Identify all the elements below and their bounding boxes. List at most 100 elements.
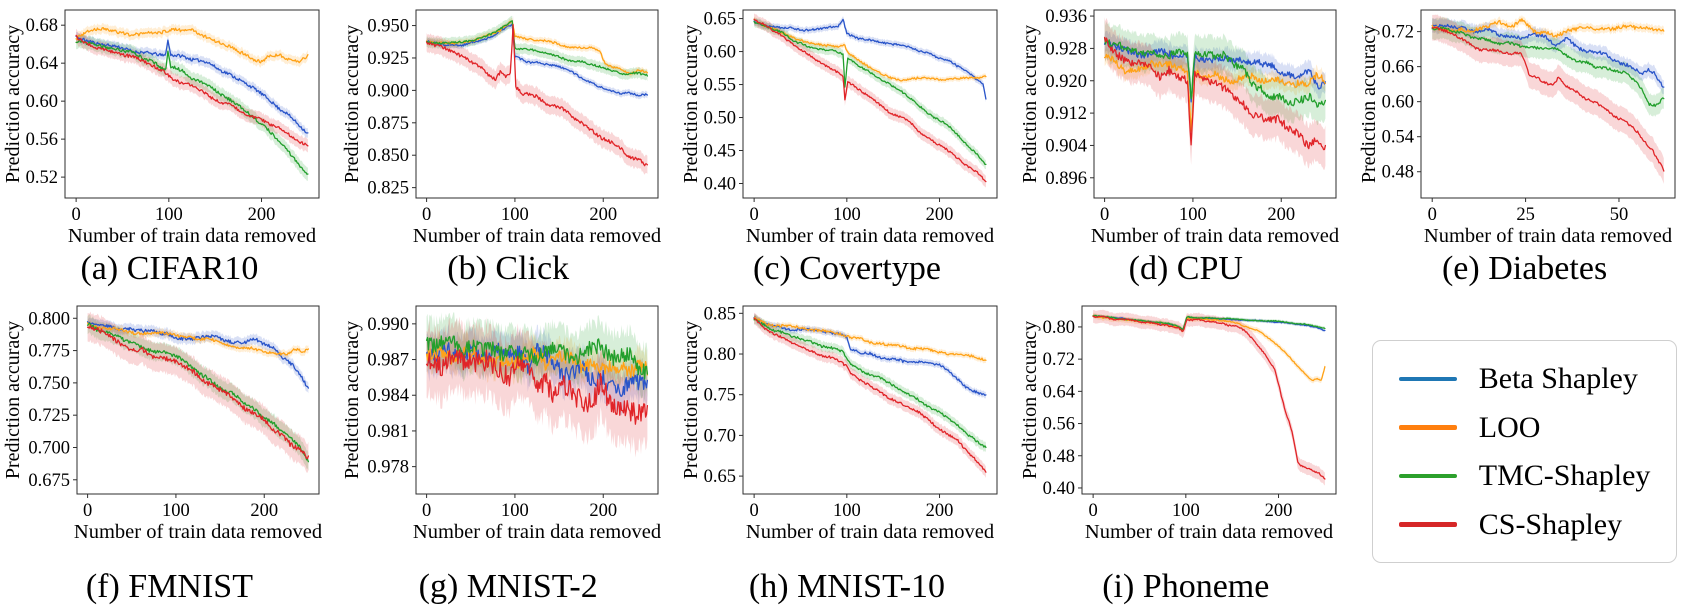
x-axis-label: Number of train data removed bbox=[413, 225, 661, 247]
tmc-shapley-line-swatch bbox=[1398, 473, 1457, 478]
legend-label-tmc-shapley: TMC-Shapley bbox=[1478, 459, 1651, 492]
caption-phoneme: (i) Phoneme bbox=[1102, 568, 1270, 605]
svg-text:100: 100 bbox=[162, 501, 190, 521]
x-axis-label: Number of train data removed bbox=[746, 225, 994, 247]
legend-label-loo: LOO bbox=[1478, 410, 1541, 444]
svg-text:200: 200 bbox=[251, 501, 279, 521]
svg-text:100: 100 bbox=[155, 205, 183, 225]
svg-text:200: 200 bbox=[590, 501, 618, 521]
svg-text:0.850: 0.850 bbox=[368, 146, 410, 166]
svg-text:0: 0 bbox=[422, 205, 431, 225]
svg-text:0.72: 0.72 bbox=[1042, 350, 1074, 370]
x-axis-label: Number of train data removed bbox=[1085, 521, 1333, 543]
svg-text:200: 200 bbox=[1264, 501, 1292, 521]
caption-mnist2: (g) MNIST-2 bbox=[418, 568, 598, 605]
subplot-a-cifar10: 0.52 0.56 0.60 0.64 0.68 0 100 200 Number of tra… bbox=[0, 0, 339, 288]
svg-text:0.60: 0.60 bbox=[1381, 93, 1413, 113]
svg-text:200: 200 bbox=[926, 501, 954, 521]
y-axis-label: Prediction accuracy bbox=[3, 25, 24, 183]
svg-text:0.50: 0.50 bbox=[704, 109, 736, 129]
svg-text:200: 200 bbox=[590, 205, 618, 225]
svg-text:0.990: 0.990 bbox=[368, 315, 410, 335]
subplot-c-covertype: 0.40 0.45 0.50 0.55 0.60 0.65 0 100 200 Number of… bbox=[678, 0, 1017, 288]
svg-text:0.80: 0.80 bbox=[704, 345, 736, 365]
svg-text:0.40: 0.40 bbox=[1042, 479, 1074, 499]
x-axis-label: Number of train data removed bbox=[68, 225, 316, 247]
x-axis-label: Number of train data removed bbox=[1423, 225, 1671, 247]
svg-text:0.978: 0.978 bbox=[368, 458, 410, 478]
subplot-d-cpu: 0.896 0.904 0.912 0.920 0.928 0.936 0 100 200 Num… bbox=[1016, 0, 1355, 288]
y-axis-label: Prediction accuracy bbox=[1359, 25, 1380, 183]
caption-click: (b) Click bbox=[447, 250, 570, 287]
svg-text:0: 0 bbox=[1088, 501, 1097, 521]
subplot-g-mnist2: 0.978 0.981 0.984 0.987 0.990 0 100 200 Number o… bbox=[339, 288, 678, 615]
svg-text:0: 0 bbox=[72, 205, 81, 225]
svg-text:0.925: 0.925 bbox=[368, 49, 410, 69]
svg-text:200: 200 bbox=[1267, 205, 1295, 225]
svg-text:100: 100 bbox=[501, 205, 529, 225]
beta-shapley-line-swatch bbox=[1398, 376, 1457, 381]
subplot-h-mnist10: 0.65 0.70 0.75 0.80 0.85 0 100 200 Number of tra… bbox=[678, 288, 1017, 615]
svg-text:0.45: 0.45 bbox=[704, 142, 736, 162]
svg-text:100: 100 bbox=[833, 501, 861, 521]
svg-text:0: 0 bbox=[1427, 205, 1436, 225]
svg-text:0.675: 0.675 bbox=[29, 471, 71, 491]
x-axis-label: Number of train data removed bbox=[413, 521, 661, 543]
svg-text:0.950: 0.950 bbox=[368, 17, 410, 37]
caption-mnist10: (h) MNIST-10 bbox=[748, 568, 946, 605]
svg-text:0.64: 0.64 bbox=[26, 54, 58, 74]
svg-text:0.60: 0.60 bbox=[704, 43, 736, 63]
cs-shapley-line-swatch bbox=[1398, 522, 1457, 527]
legend-label-beta-shapley: Beta Shapley bbox=[1478, 362, 1638, 395]
subplot-e-diabetes: 0.48 0.54 0.60 0.66 0.72 0 25 50 Number of train… bbox=[1355, 0, 1694, 288]
figure-row-bottom: 0.675 0.700 0.725 0.750 0.775 0.800 0 100 200 Num… bbox=[0, 288, 1694, 615]
y-axis-label: Prediction accuracy bbox=[681, 25, 702, 183]
svg-text:0.64: 0.64 bbox=[1042, 382, 1074, 402]
caption-cifar10: (a) CIFAR10 bbox=[80, 250, 259, 287]
subplot-f-fmnist: 0.675 0.700 0.725 0.750 0.775 0.800 0 100 200 Num… bbox=[0, 288, 339, 615]
y-axis-label: Prediction accuracy bbox=[681, 321, 702, 479]
svg-text:0.875: 0.875 bbox=[368, 114, 410, 134]
subplot-b-click: 0.825 0.850 0.875 0.900 0.925 0.950 0 100 200 Num… bbox=[339, 0, 678, 288]
svg-text:0.775: 0.775 bbox=[29, 342, 71, 362]
subplot-i-phoneme: 0.40 0.48 0.56 0.64 0.72 0.80 0 100 200 Number of… bbox=[1016, 288, 1355, 615]
svg-text:0.52: 0.52 bbox=[26, 168, 58, 188]
svg-text:0.56: 0.56 bbox=[26, 130, 58, 150]
svg-text:0.75: 0.75 bbox=[704, 386, 736, 406]
svg-text:25: 25 bbox=[1516, 205, 1535, 225]
svg-text:0.896: 0.896 bbox=[1045, 169, 1087, 189]
svg-text:0: 0 bbox=[83, 501, 92, 521]
svg-text:0.68: 0.68 bbox=[26, 16, 58, 36]
loo-line-swatch bbox=[1398, 425, 1457, 430]
svg-text:0.912: 0.912 bbox=[1045, 104, 1087, 124]
svg-text:50: 50 bbox=[1609, 205, 1628, 225]
svg-text:100: 100 bbox=[1172, 501, 1200, 521]
caption-cpu: (d) CPU bbox=[1128, 250, 1243, 287]
svg-text:0.984: 0.984 bbox=[368, 386, 410, 406]
svg-text:0: 0 bbox=[1100, 205, 1109, 225]
legend-entry-loo: LOO bbox=[1398, 410, 1651, 444]
chart-cpu: 0.896 0.904 0.912 0.920 0.928 0.936 0 100 200Num… bbox=[1020, 7, 1339, 247]
svg-text:100: 100 bbox=[833, 205, 861, 225]
legend-cell: Beta Shapley LOO TMC-Shapley CS-Shapley bbox=[1355, 288, 1694, 615]
svg-text:0.936: 0.936 bbox=[1045, 7, 1087, 27]
svg-text:0: 0 bbox=[749, 501, 758, 521]
svg-text:0.60: 0.60 bbox=[26, 92, 58, 112]
legend-entry-cs-shapley: CS-Shapley bbox=[1398, 508, 1651, 541]
svg-text:0.65: 0.65 bbox=[704, 10, 736, 30]
y-axis-label: Prediction accuracy bbox=[1020, 25, 1041, 183]
svg-text:0.48: 0.48 bbox=[1381, 163, 1413, 183]
svg-text:0: 0 bbox=[422, 501, 431, 521]
legend: Beta Shapley LOO TMC-Shapley CS-Shapley bbox=[1371, 340, 1678, 563]
legend-entry-tmc-shapley: TMC-Shapley bbox=[1398, 459, 1651, 492]
svg-text:0.725: 0.725 bbox=[29, 406, 71, 426]
y-axis-label: Prediction accuracy bbox=[342, 321, 363, 479]
svg-text:0.55: 0.55 bbox=[704, 76, 736, 96]
svg-text:0.825: 0.825 bbox=[368, 179, 410, 199]
svg-text:0.750: 0.750 bbox=[29, 374, 71, 394]
